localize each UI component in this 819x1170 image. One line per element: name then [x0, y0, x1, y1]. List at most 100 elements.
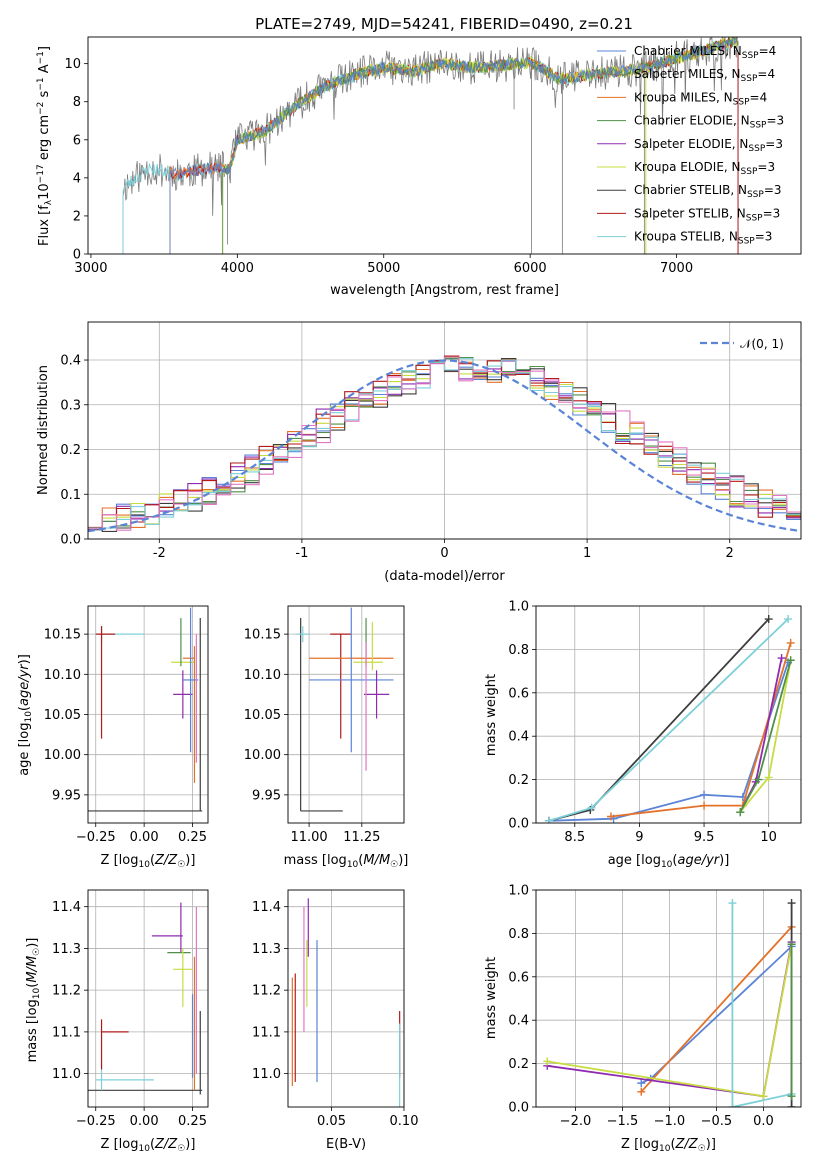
- y-axis-label: mass [log10(M/M☉)]: [25, 938, 42, 1063]
- legend-entry: Salpeter ELODIE, NSSP=3: [634, 137, 783, 154]
- y-tick-label: 0.4: [508, 730, 529, 745]
- mw-marker: [787, 1092, 796, 1101]
- axes-frame: [287, 605, 405, 824]
- y-axis-label: Normed distribution: [36, 365, 51, 495]
- age-vs-mass-panel: 11.00 11.25 9.95 10.00 10.05 10.10 10.15 mass […: [244, 605, 409, 870]
- mw-marker: [606, 812, 615, 821]
- x-tick-label: 5000: [367, 261, 400, 276]
- x-tick-label: −1.0: [654, 1114, 686, 1129]
- hist-lines: [88, 355, 801, 533]
- y-axis-label: mass weight: [484, 957, 499, 1039]
- x-tick-label: 2: [726, 546, 734, 561]
- legend-entry: Kroupa ELODIE, NSSP=3: [634, 160, 775, 177]
- mw-marker: [728, 899, 737, 908]
- x-tick-label: −2.0: [560, 1114, 592, 1129]
- mw-lines: [544, 615, 795, 823]
- y-tick-label: 8: [73, 95, 81, 110]
- axes-frame: [87, 321, 802, 540]
- axes-frame: [535, 889, 802, 1108]
- y-tick-label: 0.4: [60, 354, 81, 369]
- y-tick-label: 11.3: [252, 942, 281, 957]
- y-tick-label: 1.0: [508, 884, 529, 899]
- legend-entry: Chabrier MILES, NSSP=4: [634, 44, 776, 61]
- y-tick-label: 11.2: [52, 984, 81, 999]
- x-axis-label: E(B-V): [326, 1137, 366, 1152]
- mw-marker: [700, 801, 709, 810]
- y-tick-label: 10.10: [44, 668, 81, 683]
- x-tick-label: 0.25: [178, 830, 207, 845]
- x-tick-label: 11.00: [290, 830, 327, 845]
- mass-vs-ebv-panel: 0.05 0.10 11.0 11.1 11.2 11.3 11.4 E(B-V): [252, 889, 419, 1152]
- x-tick-label: −0.5: [701, 1114, 733, 1129]
- massweight-vs-age-panel: 8.5 9 9.5 10 0.0 0.2 0.4 0.6 0.8 1.0 age [log10(ag…: [484, 600, 802, 870]
- x-tick-label: 11.25: [343, 830, 380, 845]
- y-tick-label: 11.3: [52, 942, 81, 957]
- y-tick-label: 0.3: [60, 398, 81, 413]
- spectrum-line: [169, 37, 738, 254]
- x-tick-label: −0.25: [76, 830, 116, 845]
- legend-entry: Chabrier STELIB, NSSP=3: [634, 183, 782, 200]
- x-tick-label: 3000: [74, 261, 107, 276]
- y-tick-label: 10.05: [244, 708, 281, 723]
- axes-frame: [87, 605, 209, 824]
- mw-series-line: [640, 926, 793, 1093]
- x-tick-label: 9.5: [694, 830, 715, 845]
- spectrum-panel: 3000 4000 5000 6000 7000 0 2 4 6 8 10 wavelength [A…: [36, 36, 802, 298]
- y-tick-label: 1.0: [508, 600, 529, 615]
- axes-frame: [87, 36, 802, 255]
- age-vs-Z-panel: −0.25 0.00 0.25 9.95 10.00 10.05 10.10 10.15 Z […: [17, 605, 209, 870]
- y-tick-label: 11.4: [252, 900, 281, 915]
- x-tick-label: 0.25: [178, 1114, 207, 1129]
- y-tick-label: 0.6: [508, 970, 529, 985]
- y-tick-label: 0.8: [508, 927, 529, 942]
- mw-marker: [764, 615, 773, 624]
- x-tick-label: 0.05: [317, 1114, 346, 1129]
- mw-lines: [543, 899, 796, 1107]
- mass-vs-Z-panel: −0.25 0.00 0.25 11.0 11.1 11.2 11.3 11.4 Z [log1…: [25, 889, 209, 1154]
- x-tick-label: 7000: [660, 261, 693, 276]
- axes-frame: [287, 889, 405, 1108]
- y-tick-label: 0.2: [508, 773, 529, 788]
- mw-marker: [786, 638, 795, 647]
- y-tick-label: 10.15: [244, 628, 281, 643]
- y-tick-label: 6: [73, 133, 81, 148]
- y-axis-label: Flux [fλ10−17 erg cm−2 s−1 A−1]: [36, 46, 54, 246]
- legend-entry: 𝒩(0, 1): [740, 337, 784, 351]
- mw-marker: [736, 808, 745, 817]
- y-tick-label: 10.00: [244, 748, 281, 763]
- y-tick-label: 11.2: [252, 984, 281, 999]
- mw-marker: [543, 1057, 552, 1066]
- x-tick-label: −1.5: [607, 1114, 639, 1129]
- mw-series-line: [610, 642, 792, 818]
- y-tick-label: 10.15: [44, 628, 81, 643]
- y-axis-label: mass weight: [484, 674, 499, 756]
- x-tick-label: 0.00: [130, 1114, 159, 1129]
- x-tick-label: 0.00: [130, 830, 159, 845]
- axes-frame: [535, 605, 802, 824]
- y-tick-label: 0.0: [508, 817, 529, 832]
- y-tick-label: 0.2: [60, 443, 81, 458]
- y-tick-label: 9.95: [252, 788, 281, 803]
- y-tick-label: 0.8: [508, 643, 529, 658]
- x-tick-label: 4000: [221, 261, 254, 276]
- mw-marker: [637, 1087, 646, 1096]
- x-tick-label: 6000: [514, 261, 547, 276]
- mw-marker: [544, 816, 553, 823]
- x-axis-label: (data-model)/error: [384, 569, 505, 584]
- x-axis-label: mass [log10(M/M☉)]: [284, 853, 409, 870]
- mw-marker: [764, 773, 773, 782]
- y-tick-label: 11.4: [52, 900, 81, 915]
- mw-marker: [587, 803, 596, 812]
- x-tick-label: -2: [153, 546, 166, 561]
- mw-marker: [700, 790, 709, 799]
- mw-marker: [777, 654, 786, 663]
- x-axis-label: wavelength [Angstrom, rest frame]: [330, 283, 559, 298]
- mw-marker: [784, 615, 793, 624]
- y-tick-label: 10.00: [44, 748, 81, 763]
- x-tick-label: 0.10: [390, 1114, 419, 1129]
- legend-entry: Salpeter MILES, NSSP=4: [634, 67, 775, 84]
- x-tick-label: 0.0: [753, 1114, 774, 1129]
- y-tick-label: 0: [73, 248, 81, 263]
- mw-marker: [787, 899, 796, 908]
